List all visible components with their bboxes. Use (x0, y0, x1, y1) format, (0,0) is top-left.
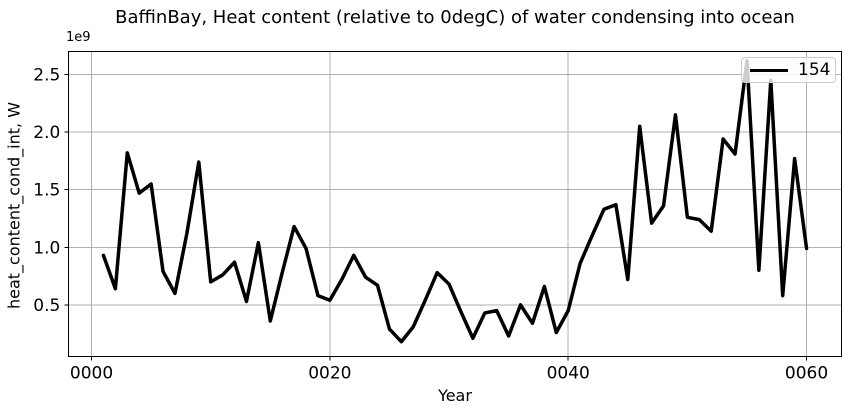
axes-spines (67, 51, 843, 358)
legend-line-sample (750, 68, 788, 72)
y-tick-label: 1.5 (33, 181, 60, 201)
ticks (64, 74, 808, 361)
x-tick-label: 0060 (785, 364, 828, 384)
x-tick-label: 0040 (547, 364, 590, 384)
legend: 154 (741, 57, 836, 83)
y-axis-offset-text: 1e9 (66, 30, 91, 45)
x-tick-label: 0020 (308, 364, 351, 384)
x-axis-label: Year (438, 386, 472, 405)
tick-labels: 0000 0020 0040 0060 0.5 1.0 1.5 2.0 2.5 (33, 66, 828, 384)
data-line-series-154 (101, 58, 809, 344)
y-tick-label: 1.0 (33, 238, 60, 258)
y-tick-label: 0.5 (33, 296, 60, 316)
legend-entry-label: 154 (798, 59, 831, 80)
gridlines (68, 51, 842, 357)
y-tick-label: 2.5 (33, 66, 60, 86)
x-tick-label: 0000 (70, 364, 113, 384)
y-tick-label: 2.0 (33, 123, 60, 143)
y-axis-label: heat_content_cond_int, W (4, 101, 24, 310)
chart-title: BaffinBay, Heat content (relative to 0de… (115, 7, 795, 28)
